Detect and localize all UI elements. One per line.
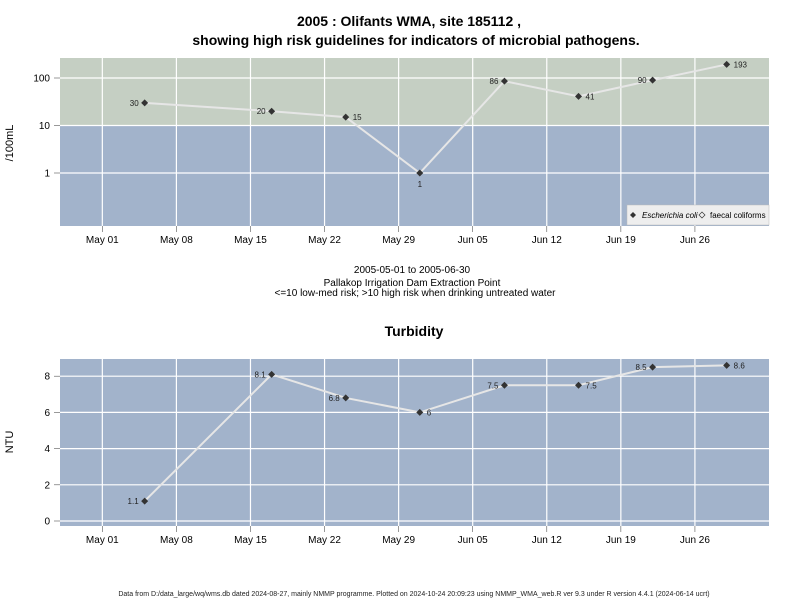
chart1-x-tick-label: May 29 [382,235,415,246]
chart2-data-point [575,381,583,389]
chart1-x-tick-label: May 15 [234,235,267,246]
chart1-series-line [144,63,727,175]
chart2-data-label: 8.6 [734,361,746,370]
chart2-data-label: 8.5 [635,363,647,372]
chart1-title-line1: 2005 : Olifants WMA, site 185112 , [297,13,521,29]
chart1-y-ticks: 1 10 100 [33,74,60,180]
chart2-data-point [141,497,149,505]
chart1-data-label: 30 [130,99,139,108]
chart2-y-tick-label: 8 [44,372,50,383]
chart1-x-tick-label: May 08 [160,235,193,246]
chart1-y-tick-label: 10 [39,121,51,132]
chart1-title-line2: showing high risk guidelines for indicat… [192,32,639,48]
chart1-data-point [268,107,276,115]
chart1-x-tick-label: May 22 [308,235,341,246]
chart1-legend: Escherichia coli faecal coliforms [626,204,770,226]
legend-box [626,204,770,226]
chart2-x-tick-label: May 15 [234,535,267,546]
chart2-x-tick-label: May 29 [382,535,415,546]
chart1-y-tick-label: 100 [33,74,50,85]
chart2-y-ticks: 0 2 4 6 8 [44,372,60,528]
chart2-series: 1.1 8.1 6.8 6 7.5 7.5 8.5 8.6 [128,361,746,506]
chart2-data-point [268,370,276,378]
legend-item-faecal-coliforms: faecal coliforms [710,211,766,220]
legend-item-ecoli: Escherichia coli [642,211,698,220]
chart2-data-label: 7.5 [487,381,499,390]
chart2-y-tick-label: 0 [44,517,50,528]
chart2-y-tick-label: 4 [44,444,50,455]
chart2-x-tick-label: Jun 05 [458,535,488,546]
chart2-x-tick-label: May 22 [308,535,341,546]
chart2-gridlines [60,359,769,526]
chart2-x-ticks: May 01 May 08 May 15 May 22 May 29 Jun 05 Jun … [86,526,710,546]
chart1-data-point [416,169,424,177]
chart2-background [60,359,769,526]
chart1-x-tick-label: Jun 26 [680,235,710,246]
chart1-data-label: 193 [734,60,748,69]
chart1-series: 30 20 15 1 86 41 90 193 [130,60,748,189]
chart2-x-tick-label: Jun 26 [680,535,710,546]
chart2-data-point [723,361,731,369]
chart1-plot-area: 30 20 15 1 86 41 90 193 Escherichia coli faecal… [60,58,770,226]
chart2-x-tick-label: Jun 12 [532,535,562,546]
chart2-data-point [416,408,424,416]
chart2-y-axis-label: NTU [4,431,16,454]
chart1-gridlines [60,58,769,226]
chart1-data-label: 41 [586,92,595,101]
high-risk-band [60,58,769,126]
chart1-x-tick-label: Jun 19 [606,235,636,246]
chart1-data-point [342,113,350,121]
chart2-data-label: 6 [427,408,432,417]
chart1-data-point [500,77,508,85]
chart1-data-point [723,60,731,68]
chart2-data-label: 8.1 [255,370,267,379]
chart1-data-label: 20 [257,107,266,116]
chart1-x-tick-label: Jun 05 [458,235,488,246]
legend-filled-diamond-icon [630,212,636,218]
chart2-x-tick-label: May 08 [160,535,193,546]
chart1-data-label: 86 [490,77,499,86]
chart2-data-label: 1.1 [128,497,140,506]
chart2-data-point [500,381,508,389]
chart1-data-point [575,92,583,100]
chart1-data-label: 90 [638,76,647,85]
legend-open-diamond-icon [698,211,706,219]
chart2-x-tick-label: Jun 19 [606,535,636,546]
chart2-x-tick-label: May 01 [86,535,119,546]
chart2-plot-area: 1.1 8.1 6.8 6 7.5 7.5 8.5 8.6 [60,359,769,526]
chart1-x-tick-label: Jun 12 [532,235,562,246]
site-name-caption: Pallakop Irrigation Dam Extraction Point [324,278,501,289]
chart1-data-label: 15 [353,113,362,122]
chart1-y-axis-label: /100mL [4,125,16,162]
date-range-caption: 2005-05-01 to 2005-06-30 [354,265,471,276]
chart2-data-point [342,394,350,402]
chart1-data-point [649,76,657,84]
risk-guideline-caption: <=10 low-med risk; >10 high risk when dr… [275,288,557,299]
chart1-data-label: 1 [418,180,423,189]
chart1-data-point [141,99,149,107]
chart1-x-tick-label: May 01 [86,235,119,246]
chart2-y-tick-label: 2 [44,480,50,491]
chart2-data-point [649,363,657,371]
chart2-title: Turbidity [385,323,444,339]
chart2-y-tick-label: 6 [44,408,50,419]
chart2-series-line [143,364,727,502]
chart2-data-label: 6.8 [329,394,341,403]
footer-note: Data from D:/data_large/wq/wms.db dated … [118,591,709,598]
chart1-y-tick-label: 1 [44,169,50,180]
chart1-x-ticks: May 01 May 08 May 15 May 22 May 29 Jun 05 Jun … [86,226,710,246]
chart2-data-label: 7.5 [586,381,598,390]
